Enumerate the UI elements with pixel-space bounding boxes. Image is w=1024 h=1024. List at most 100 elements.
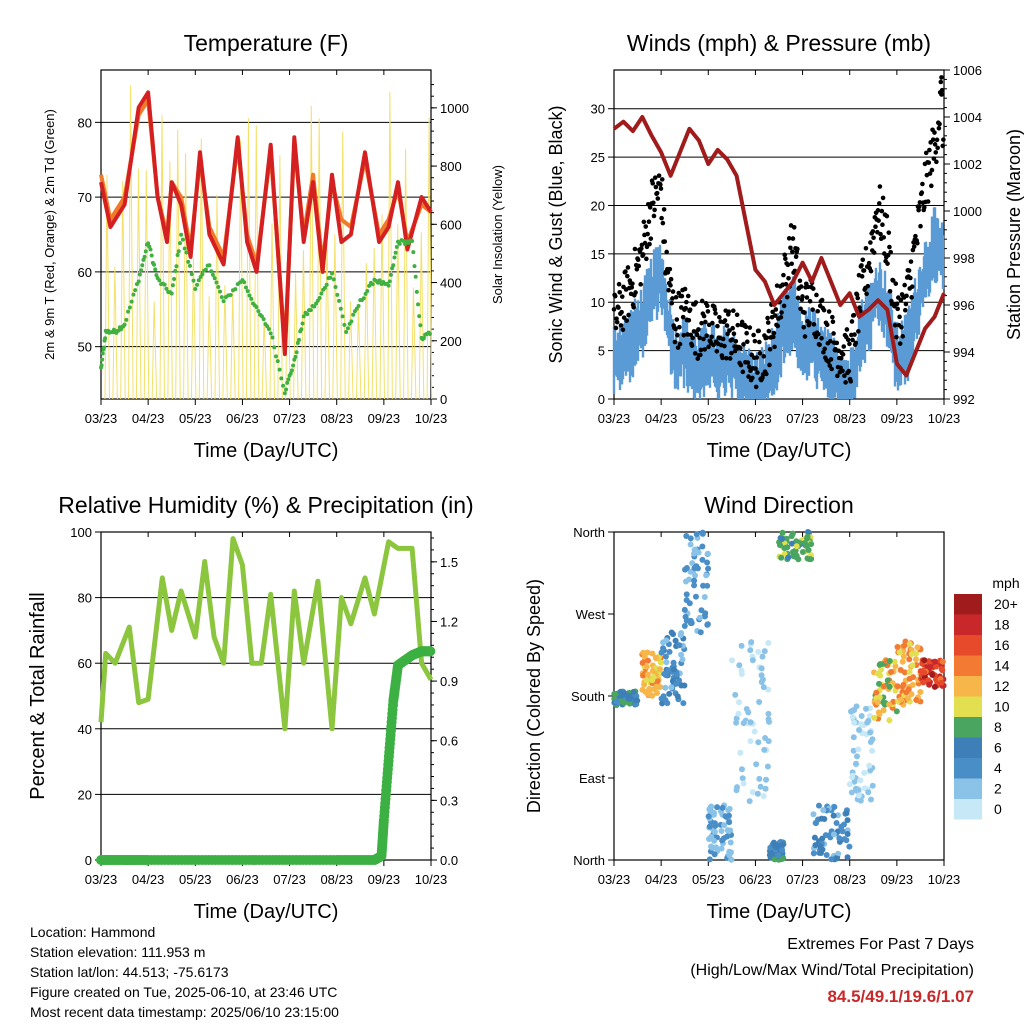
insolation-spike (120, 180, 126, 400)
dewpoint-point (180, 237, 185, 242)
gust-point (722, 343, 727, 349)
gust-point (899, 324, 904, 330)
insolation-spike (332, 234, 338, 400)
direction-point (808, 541, 815, 548)
humidity-line (98, 536, 434, 732)
direction-point (660, 639, 667, 646)
dewpoint-point (401, 238, 406, 243)
direction-point (755, 648, 762, 655)
dewpoint-point (413, 274, 418, 279)
gust-point (692, 351, 698, 356)
legend-label: 0 (994, 801, 1002, 817)
gust-point (755, 370, 760, 375)
legend-swatch (954, 635, 982, 656)
x-tick-label: 04/23 (645, 872, 678, 887)
direction-point (683, 533, 690, 540)
direction-point (843, 810, 850, 817)
x-tick-label: 08/23 (833, 872, 866, 887)
y-tick-label: 80 (78, 115, 92, 130)
y-tick-label: 60 (78, 265, 92, 280)
direction-point (711, 851, 718, 858)
direction-point (683, 564, 690, 571)
direction-point (687, 617, 694, 624)
dewpoint-point (247, 293, 252, 298)
x-tick-label: 09/23 (881, 872, 914, 887)
x-axis-label: Time (Day/UTC) (707, 901, 852, 923)
direction-point (643, 677, 650, 684)
gust-point (681, 332, 687, 338)
gust-point (819, 297, 825, 303)
gust-point (612, 293, 618, 299)
direction-point (642, 689, 649, 696)
dewpoint-point (207, 263, 212, 268)
gust-point (918, 223, 923, 229)
direction-point (679, 656, 686, 663)
gust-point (625, 273, 630, 279)
gust-point (853, 340, 859, 346)
y2-tick-label: 992 (953, 392, 975, 407)
temperature-line-0 (99, 90, 433, 357)
dewpoint-point (221, 299, 226, 304)
gust-point (770, 334, 776, 340)
direction-point (724, 833, 731, 840)
gust-point (856, 329, 861, 334)
dewpoint-point (141, 257, 146, 262)
dewpoint-point (129, 299, 134, 304)
dewpoint-point (337, 298, 342, 303)
direction-point (869, 736, 876, 743)
x-tick-label: 10/23 (415, 411, 448, 426)
direction-point (811, 834, 818, 841)
direction-point (749, 657, 756, 664)
gust-point (923, 150, 929, 156)
direction-point (886, 717, 893, 724)
dewpoint-point (214, 280, 219, 285)
gust-point (920, 181, 925, 187)
legend-swatch (954, 737, 982, 758)
gust-point (801, 324, 807, 330)
gust-point (880, 195, 886, 201)
gust-point (750, 375, 755, 381)
direction-point (900, 681, 907, 688)
dewpoint-point (331, 277, 336, 282)
x-tick-label: 08/23 (320, 872, 353, 887)
y2-tick-label: 0.6 (440, 734, 458, 749)
legend-swatch (954, 614, 982, 635)
dewpoint-point (103, 336, 108, 341)
dewpoint-point (249, 296, 254, 301)
direction-point (746, 798, 753, 805)
gust-point (915, 240, 920, 246)
gust-point (851, 312, 857, 318)
legend-label: 8 (994, 719, 1002, 735)
gust-point (927, 171, 933, 176)
dewpoint-point (397, 241, 402, 246)
direction-point (822, 832, 829, 839)
y2-tick-label: 800 (440, 159, 462, 174)
insolation-spike (308, 105, 315, 400)
direction-point (761, 648, 768, 655)
direction-point (657, 666, 664, 673)
dewpoint-point (137, 272, 142, 277)
gust-point (773, 307, 779, 312)
gust-point (738, 362, 744, 368)
direction-point (703, 572, 710, 579)
gust-point (654, 190, 660, 196)
direction-point (818, 815, 825, 822)
gust-point (614, 319, 620, 325)
gust-point (798, 284, 804, 289)
insolation-spike (261, 317, 268, 400)
gust-point (843, 380, 848, 385)
direction-point (747, 719, 754, 726)
dewpoint-point (203, 267, 208, 272)
direction-point (908, 691, 915, 698)
gust-point (689, 343, 695, 348)
direction-point (812, 820, 819, 827)
gust-point (672, 339, 678, 345)
y-tick-label: 30 (591, 102, 605, 117)
gust-point (744, 339, 750, 345)
gust-point (745, 360, 751, 365)
dewpoint-point (279, 376, 284, 381)
direction-point (765, 686, 772, 693)
dewpoint-point (228, 293, 233, 298)
direction-point (704, 559, 711, 566)
